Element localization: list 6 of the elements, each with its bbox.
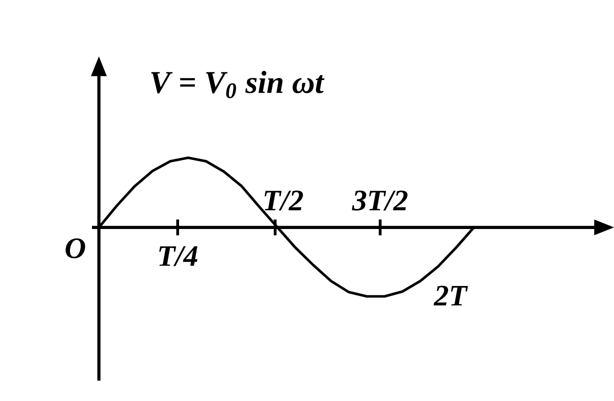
annotation: T/2 [264,190,303,210]
annotation: T/4 [159,246,198,266]
annotation: 2T [434,286,468,306]
text: O [66,238,86,258]
chart-title: V = V$_{0}$ sin ωt [151,70,324,98]
annotation: 3T/2 [352,190,408,210]
